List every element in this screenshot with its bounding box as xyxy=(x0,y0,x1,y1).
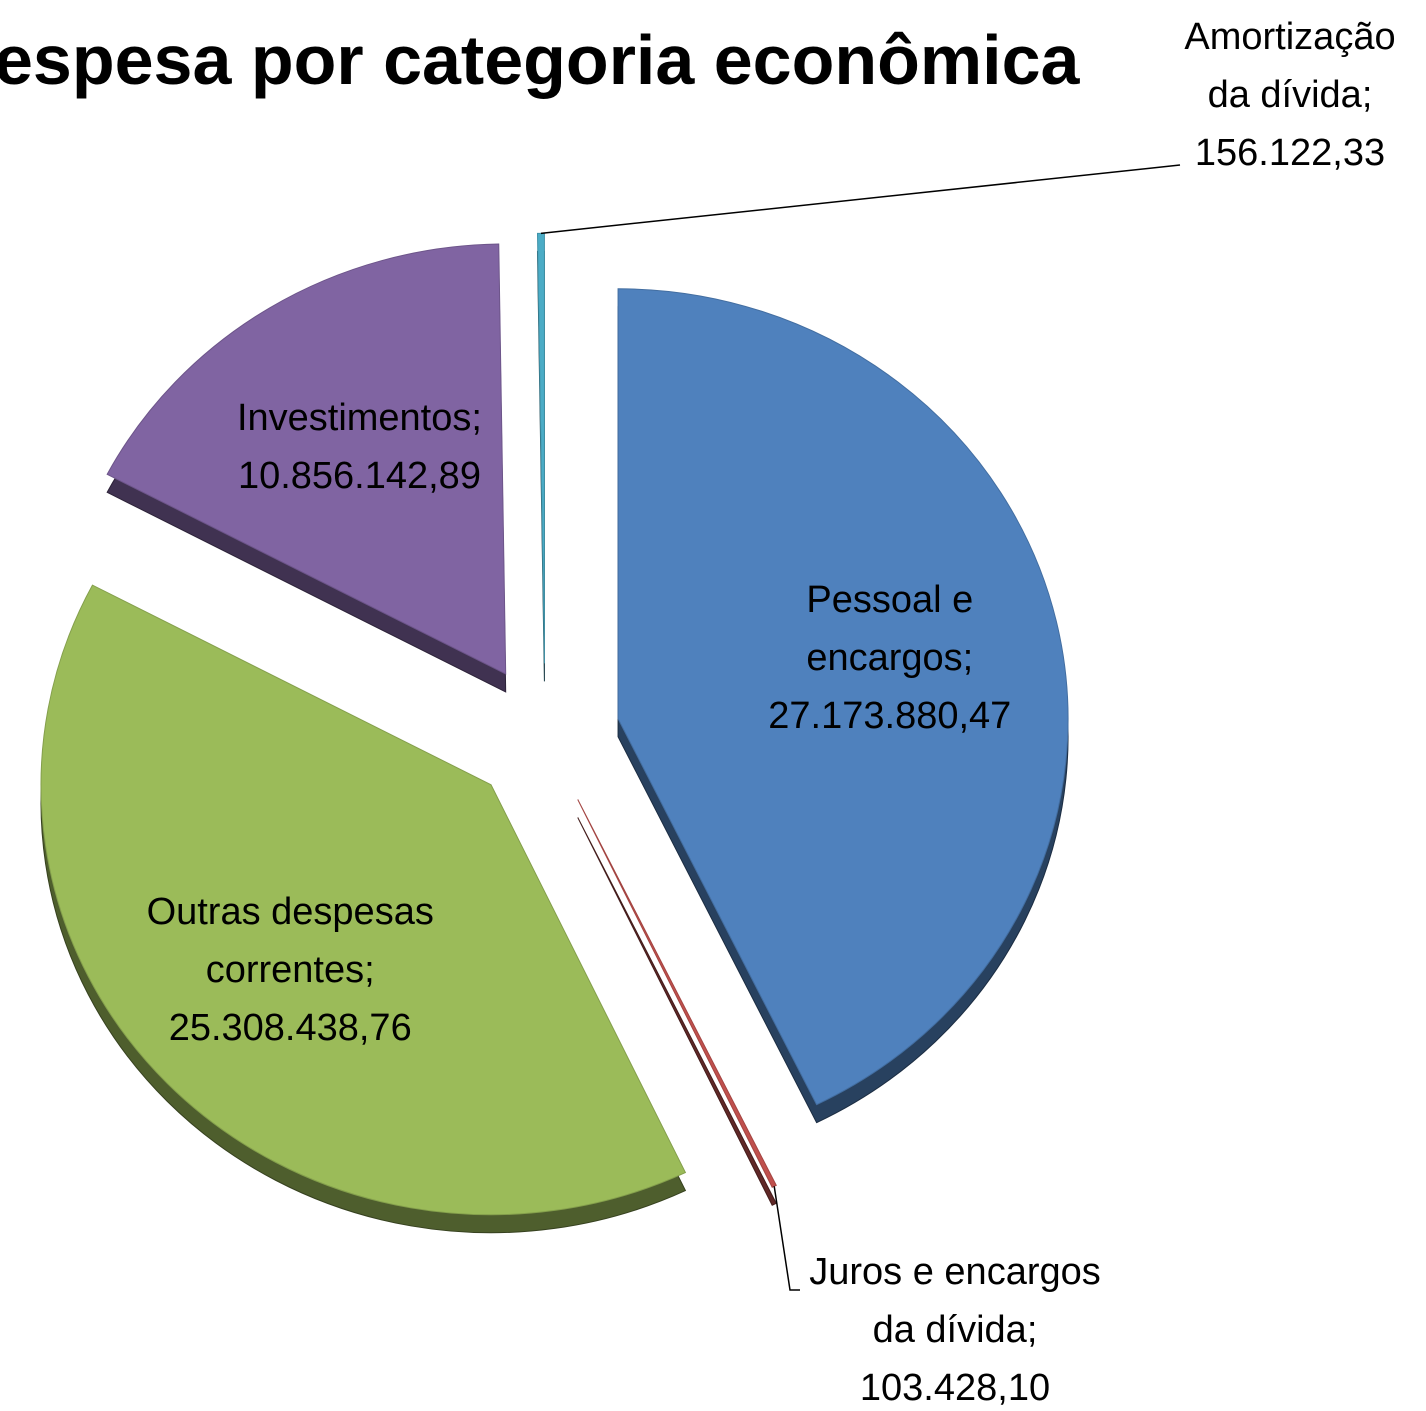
data-label: Juros e encargos da dívida; 103.428,10 xyxy=(785,1243,1125,1411)
slice xyxy=(106,243,507,675)
category-label: Outras despesas correntes xyxy=(146,890,434,991)
label-separator: ; xyxy=(1026,1309,1038,1351)
value-label: 25.308.438,76 xyxy=(168,1006,412,1049)
slice xyxy=(617,288,1069,1106)
category-label: Amortização da dívida xyxy=(1184,16,1396,116)
category-label: Pessoal e encargos xyxy=(806,579,974,680)
value-label: 156.122,33 xyxy=(1194,132,1386,174)
label-separator: ; xyxy=(1361,74,1373,116)
slice xyxy=(536,232,545,664)
category-label: Investimentos xyxy=(236,396,472,439)
data-label: Outras despesas correntes; 25.308.438,76 xyxy=(100,883,480,1057)
label-separator: ; xyxy=(364,948,375,991)
chart-title: espesa por categoria econômica xyxy=(0,21,1080,99)
value-label: 10.856.142,89 xyxy=(237,454,481,497)
value-label: 27.173.880,47 xyxy=(768,695,1012,738)
category-label: Juros e encargos da dívida xyxy=(809,1251,1101,1351)
leader-line xyxy=(773,1186,800,1291)
data-label: Investimentos; 10.856.142,89 xyxy=(189,389,529,505)
label-separator: ; xyxy=(962,637,974,680)
data-label: Pessoal e encargos; 27.173.880,47 xyxy=(740,571,1040,745)
slice xyxy=(40,584,687,1216)
leader-line xyxy=(540,164,1181,235)
value-label: 103.428,10 xyxy=(859,1367,1051,1409)
data-label: Amortização da dívida; 156.122,33 xyxy=(1165,8,1415,182)
label-separator: ; xyxy=(471,396,482,439)
